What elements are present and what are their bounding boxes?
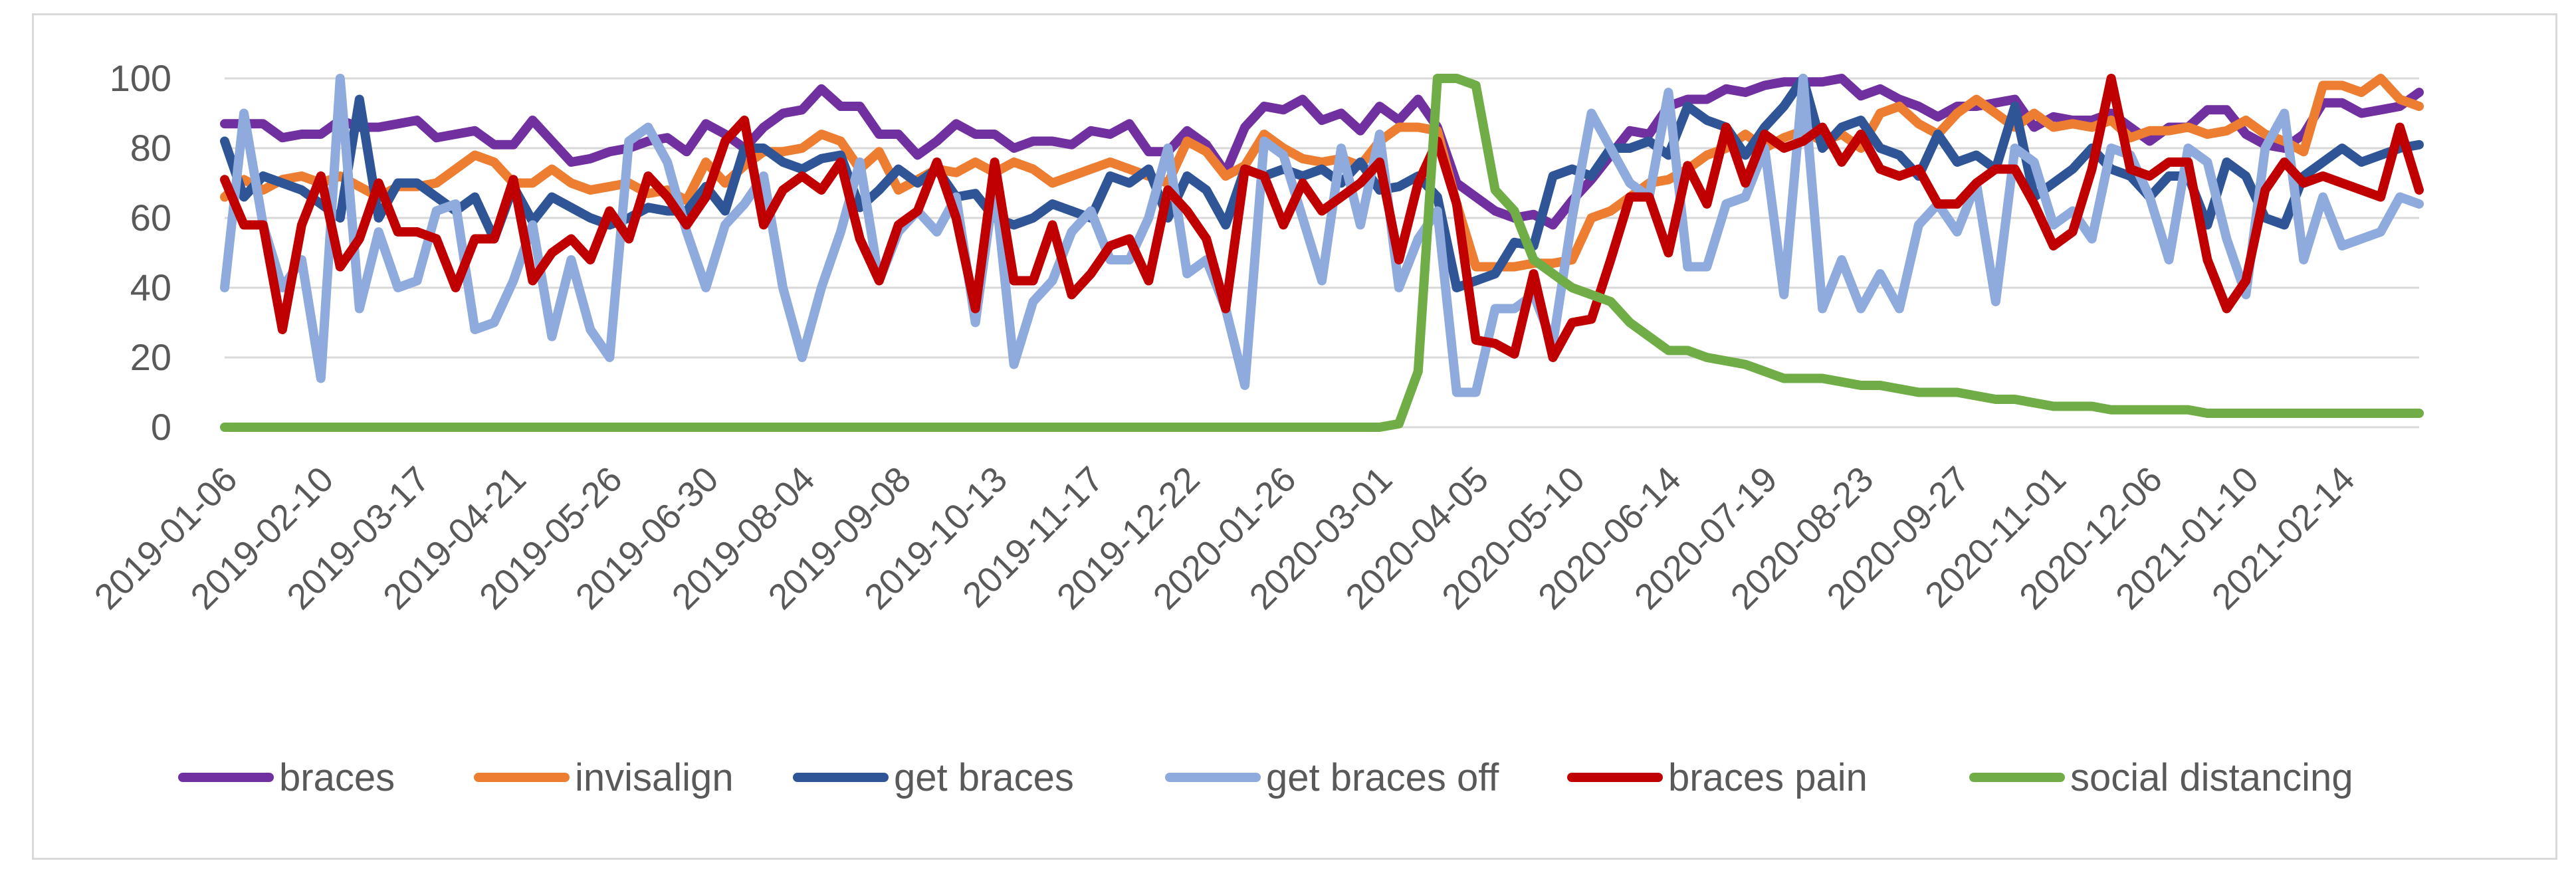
legend: braces invisalign get braces get braces off… xyxy=(178,756,2353,799)
legend-label: get braces off xyxy=(1266,756,1499,799)
legend-label: get braces xyxy=(894,756,1074,799)
series-line-braces xyxy=(220,74,2424,230)
series-line-social-distancing xyxy=(220,74,2424,432)
legend-label: social distancing xyxy=(2070,756,2353,799)
x-axis-ticks: 2019-01-062019-02-102019-03-172019-04-21… xyxy=(87,459,2363,617)
y-tick-label: 0 xyxy=(151,406,171,448)
y-axis-ticks: 0 20 40 60 80 100 xyxy=(110,57,171,448)
y-tick-label: 20 xyxy=(130,336,171,378)
series-line-get-braces-off xyxy=(220,74,2424,397)
y-tick-label: 60 xyxy=(130,197,171,239)
y-tick-label: 40 xyxy=(130,266,171,308)
series-line-invisalign xyxy=(220,74,2424,272)
series-line-get-braces xyxy=(220,74,2424,292)
legend-label: invisalign xyxy=(575,756,734,799)
y-tick-label: 80 xyxy=(130,127,171,169)
legend-label: braces xyxy=(279,756,395,799)
series-line-braces-pain xyxy=(220,74,2424,362)
series-lines xyxy=(220,74,2424,432)
legend-label: braces pain xyxy=(1668,756,1868,799)
y-tick-label: 100 xyxy=(110,57,171,99)
